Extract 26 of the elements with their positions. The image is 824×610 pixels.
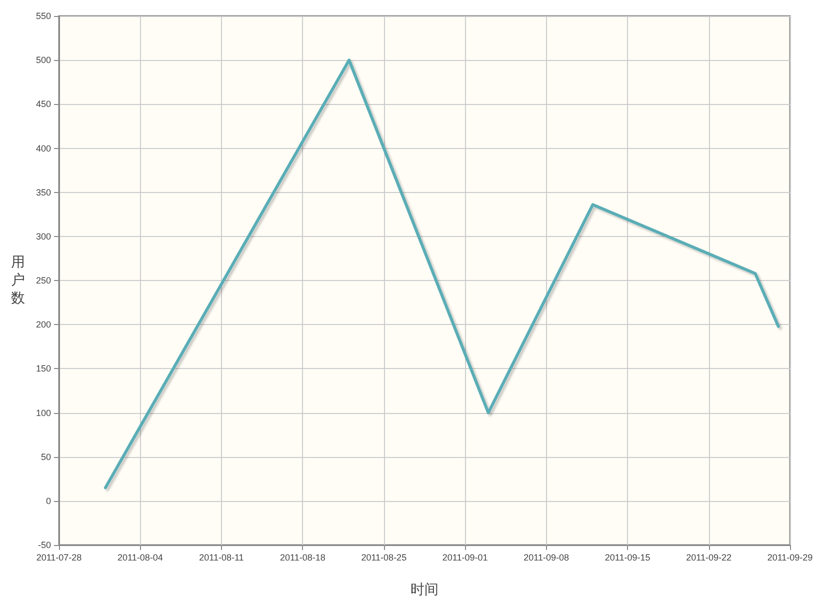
y-axis-title: 用户数 [11,254,25,306]
y-tick-label: -50 [38,540,51,550]
y-tick-label: 200 [36,320,51,330]
x-tick-label: 2011-09-22 [686,552,732,562]
x-tick-label: 2011-08-25 [361,552,407,562]
y-tick-label: 150 [36,364,51,374]
y-tick-label: 300 [36,231,51,242]
x-tick-label: 2011-08-18 [280,552,326,562]
y-tick-label: 500 [36,55,51,66]
y-tick-label: 250 [36,276,51,286]
y-tick-label: 350 [36,187,51,198]
x-tick-label: 2011-09-01 [442,552,488,562]
y-tick-label: 550 [36,11,51,21]
x-axis-title: 时间 [410,582,438,598]
x-tick-label: 2011-07-28 [36,552,82,562]
x-tick-label: 2011-08-11 [199,552,244,562]
y-tick-label: 50 [40,452,51,462]
x-tick-label: 2011-09-08 [524,552,570,562]
line-series [104,58,780,490]
x-tick-label: 2011-08-04 [118,552,163,562]
y-tick-label: 0 [46,496,51,506]
y-tick-label: 450 [36,99,51,110]
y-tick-label: 100 [36,408,51,418]
x-tick-label: 2011-09-15 [604,552,650,562]
x-tick-label: 2011-09-29 [767,552,813,562]
y-tick-label: 400 [36,143,51,154]
